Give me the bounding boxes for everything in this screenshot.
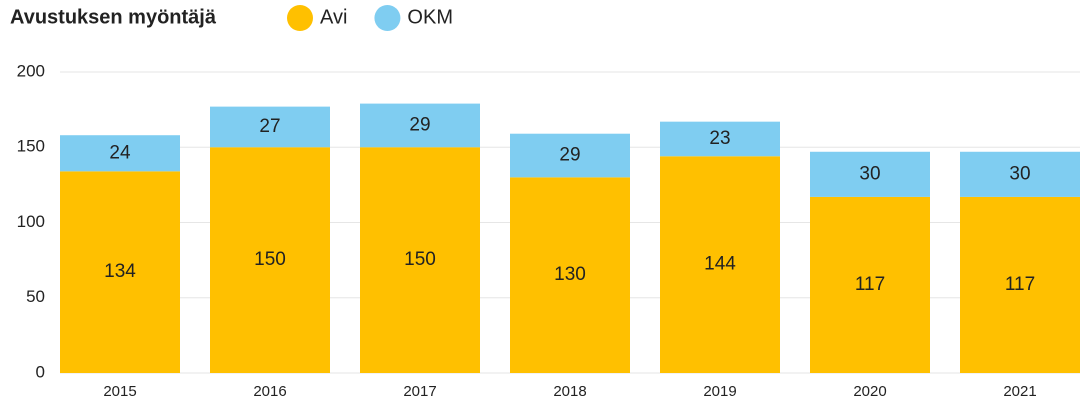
bar-segment xyxy=(660,156,780,373)
x-tick-label: 2015 xyxy=(103,383,136,400)
bar-segment xyxy=(360,103,480,148)
data-label: 130 xyxy=(554,264,586,285)
data-label: 117 xyxy=(1005,274,1035,295)
data-label: 29 xyxy=(409,114,430,135)
data-label: 30 xyxy=(1009,163,1030,184)
bar-segment xyxy=(810,196,930,373)
bar-segment xyxy=(60,135,180,172)
legend-swatch xyxy=(287,5,313,31)
data-label: 27 xyxy=(259,116,280,137)
bar-segment xyxy=(360,147,480,373)
legend-label: Avi xyxy=(320,6,347,28)
bar-segment xyxy=(510,133,630,178)
legend-title: Avustuksen myöntäjä xyxy=(10,6,217,28)
data-label: 144 xyxy=(704,254,736,275)
data-label: 29 xyxy=(559,145,580,166)
x-tick-label: 2021 xyxy=(1003,383,1036,400)
x-tick-label: 2016 xyxy=(253,383,286,400)
data-label: 30 xyxy=(859,163,880,184)
bar-segment xyxy=(660,121,780,157)
bar-segment xyxy=(210,147,330,373)
x-tick-label: 2017 xyxy=(403,383,436,400)
data-label: 117 xyxy=(855,274,885,295)
legend-label: OKM xyxy=(407,6,453,28)
y-tick-label: 50 xyxy=(26,287,45,306)
x-tick-label: 2019 xyxy=(703,383,736,400)
bar-segment xyxy=(960,196,1080,373)
y-tick-label: 200 xyxy=(17,61,45,80)
y-tick-label: 0 xyxy=(36,362,45,381)
data-label: 150 xyxy=(254,249,286,270)
bar-segment xyxy=(810,151,930,197)
x-tick-label: 2018 xyxy=(553,383,586,400)
bar-segment xyxy=(60,171,180,373)
data-label: 23 xyxy=(709,128,730,149)
y-tick-label: 100 xyxy=(17,212,45,231)
data-label: 24 xyxy=(109,142,131,163)
y-tick-label: 150 xyxy=(17,137,45,156)
bar-segment xyxy=(510,177,630,373)
legend-swatch xyxy=(374,5,401,31)
bar-segment xyxy=(210,106,330,148)
data-label: 150 xyxy=(404,249,436,270)
data-label: 134 xyxy=(104,261,136,282)
bar-segment xyxy=(960,151,1080,197)
x-tick-label: 2020 xyxy=(853,383,886,400)
